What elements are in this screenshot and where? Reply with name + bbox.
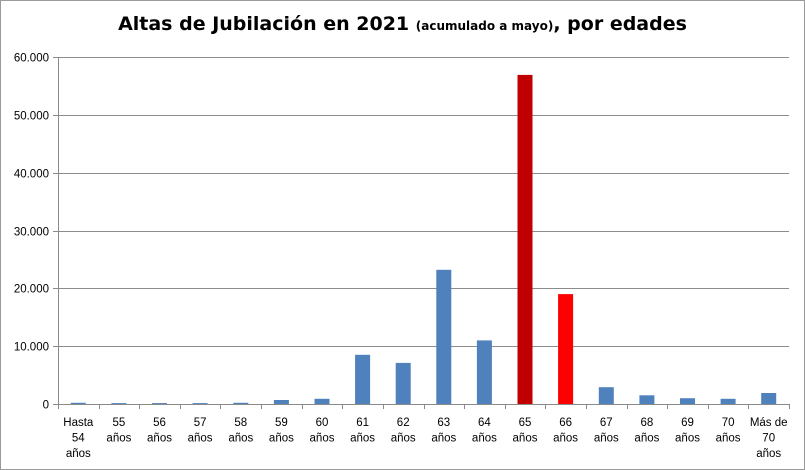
x-tick-label-line: 64 xyxy=(478,417,491,429)
chart-title: Altas de Jubilación en 2021 (acumulado a… xyxy=(1,13,804,35)
bar xyxy=(111,403,127,404)
y-tick-label: 40.000 xyxy=(14,169,49,181)
x-tick-label: 56 años xyxy=(147,417,172,445)
x-tick-label: 59 años xyxy=(269,417,294,445)
x-tick-label-line: 62 xyxy=(397,417,410,429)
x-tick-label: 55 años xyxy=(106,417,131,445)
chart-title-tail: , por edades xyxy=(553,13,687,35)
x-tick-label-line: 63 xyxy=(437,417,450,429)
x-tick-label: 60 años xyxy=(310,417,335,445)
x-tick-label: Hasta 54 años xyxy=(63,417,94,460)
x-tick-label-line: años xyxy=(391,433,416,445)
x-tick-label-line: 58 xyxy=(234,417,247,429)
x-tick-label: 65 años xyxy=(513,417,538,445)
x-tick-label-line: años xyxy=(431,433,456,445)
x-tick-label: 64 años xyxy=(472,417,497,445)
x-tick-label: 58 años xyxy=(228,417,253,445)
x-tick-label-line: años xyxy=(472,433,497,445)
bar xyxy=(152,403,167,404)
x-tick-label-line: 70 xyxy=(762,433,775,445)
bar xyxy=(680,398,695,404)
bar xyxy=(192,403,208,404)
x-tick-label-line: años xyxy=(147,433,172,445)
x-tick-label-line: 66 xyxy=(559,417,572,429)
x-tick-label-line: 55 xyxy=(113,417,126,429)
x-tick-label-line: años xyxy=(553,433,578,445)
bar xyxy=(476,340,492,404)
x-tick-label-line: años xyxy=(634,433,659,445)
x-tick-label: 70 años xyxy=(716,417,741,445)
x-tick-label: Más de 70 años xyxy=(750,417,788,460)
x-tick-label: 63 años xyxy=(431,417,456,445)
x-tick-label-line: 54 xyxy=(72,433,85,445)
bar xyxy=(639,395,655,404)
y-tick-label: 20.000 xyxy=(14,284,49,296)
x-tick-label: 67 años xyxy=(594,417,619,445)
x-tick-label-line: años xyxy=(675,433,700,445)
x-tick-label-line: 59 xyxy=(275,417,288,429)
bar xyxy=(314,398,330,404)
x-tick-label: 66 años xyxy=(553,417,578,445)
x-tick-label-line: años xyxy=(66,448,91,460)
chart-title-main: Altas de Jubilación en 2021 xyxy=(118,13,410,35)
y-tick-label: 60.000 xyxy=(14,53,49,65)
y-tick-label: 30.000 xyxy=(14,227,49,239)
x-tick-label-line: años xyxy=(513,433,538,445)
bar xyxy=(720,398,736,404)
x-tick-label-line: años xyxy=(716,433,741,445)
x-tick-label-line: años xyxy=(350,433,375,445)
x-tick-label-line: 56 xyxy=(153,417,166,429)
bar xyxy=(273,400,289,404)
x-tick-label-line: años xyxy=(756,448,781,460)
bar xyxy=(233,402,249,404)
x-tick-label-line: Más de xyxy=(750,417,788,429)
x-tick-label-line: 61 xyxy=(356,417,369,429)
x-tick-label-line: años xyxy=(106,433,131,445)
x-tick-label: 62 años xyxy=(391,417,416,445)
x-tick-label-line: 69 xyxy=(681,417,694,429)
y-tick-label: 10.000 xyxy=(14,342,49,354)
bar xyxy=(517,74,533,405)
x-tick-label-line: 65 xyxy=(519,417,532,429)
x-tick-label-line: años xyxy=(310,433,335,445)
chart-title-note: (acumulado a mayo) xyxy=(415,19,554,33)
x-tick-label: 68 años xyxy=(634,417,659,445)
bar xyxy=(355,354,371,404)
bar xyxy=(436,269,452,404)
bar xyxy=(598,387,614,404)
x-tick-label: 69 años xyxy=(675,417,700,445)
x-tick-label-line: 67 xyxy=(600,417,613,429)
x-tick-label-line: 60 xyxy=(316,417,329,429)
x-tick-label: 57 años xyxy=(188,417,213,445)
x-tick-label-line: Hasta xyxy=(63,417,94,429)
bar xyxy=(70,402,86,404)
x-tick-label-line: 68 xyxy=(641,417,654,429)
x-tick-label-line: años xyxy=(594,433,619,445)
x-tick-label-line: años xyxy=(228,433,253,445)
y-tick-label: 0 xyxy=(43,400,49,412)
x-tick-label-line: años xyxy=(188,433,213,445)
bar xyxy=(558,294,574,404)
bar xyxy=(761,393,777,404)
bar xyxy=(395,362,411,404)
x-tick-label: 61 años xyxy=(350,417,375,445)
y-tick-label: 50.000 xyxy=(14,111,49,123)
x-tick-label-line: 57 xyxy=(194,417,207,429)
x-tick-label-line: años xyxy=(269,433,294,445)
x-tick-label-line: 70 xyxy=(722,417,735,429)
